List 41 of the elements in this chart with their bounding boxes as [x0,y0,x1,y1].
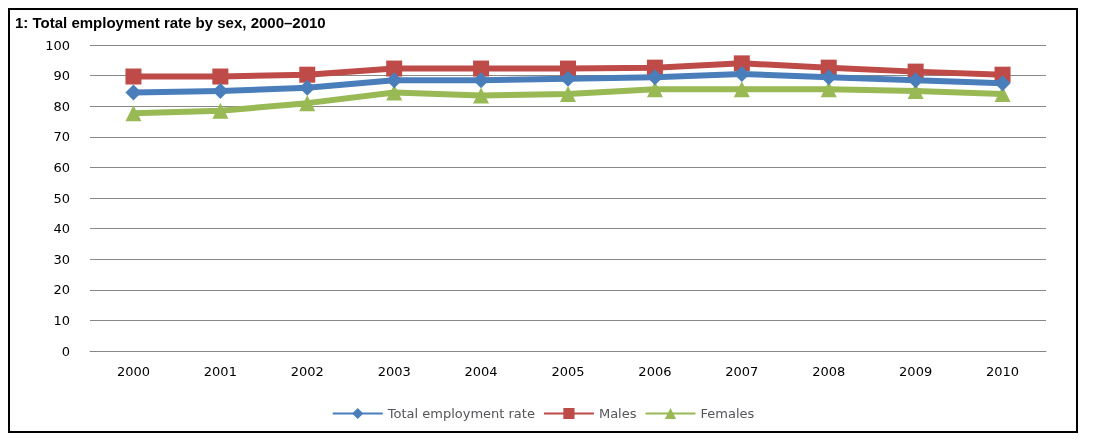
x-tick-label: 2000 [116,364,150,379]
legend-label: Total employment rate [386,406,535,421]
y-tick-label: 20 [53,282,70,298]
point [125,105,142,122]
x-tick-label: 2005 [551,364,585,379]
point [473,87,490,104]
y-tick-label: 100 [45,37,70,53]
y-tick-label: 80 [53,98,70,114]
x-tick-label: 2007 [725,364,759,379]
point [299,95,316,112]
x-tick-label: 2010 [986,364,1020,379]
y-tick-label: 10 [53,312,70,328]
y-tick-label: 70 [53,129,70,145]
point [473,60,490,77]
point [820,81,837,98]
x-tick-label: 2003 [377,364,411,379]
x-tick-label: 2002 [290,364,324,379]
point [212,68,229,85]
point [560,85,576,102]
y-tick-label: 30 [53,251,70,267]
x-tick-label: 2009 [899,364,933,379]
point [125,68,142,85]
y-tick-label: 40 [53,221,70,237]
chart-title: 1: Total employment rate by sex, 2000–2010 [15,14,326,31]
point [386,60,403,77]
x-tick-label: 2008 [812,364,846,379]
y-tick-label: 50 [53,190,70,206]
y-tick-label: 60 [53,159,70,175]
point [212,102,229,119]
legend-label: Males [598,406,637,421]
y-tick-label: 90 [53,68,70,84]
x-tick-label: 2006 [638,364,672,379]
point [733,81,750,98]
legend-label: Females [700,406,755,421]
x-tick-label: 2004 [464,364,498,379]
point [560,70,576,87]
point [733,55,750,72]
x-tick-label: 2001 [203,364,237,379]
point [299,66,316,83]
y-tick-label: 0 [61,343,70,359]
point [646,81,663,98]
